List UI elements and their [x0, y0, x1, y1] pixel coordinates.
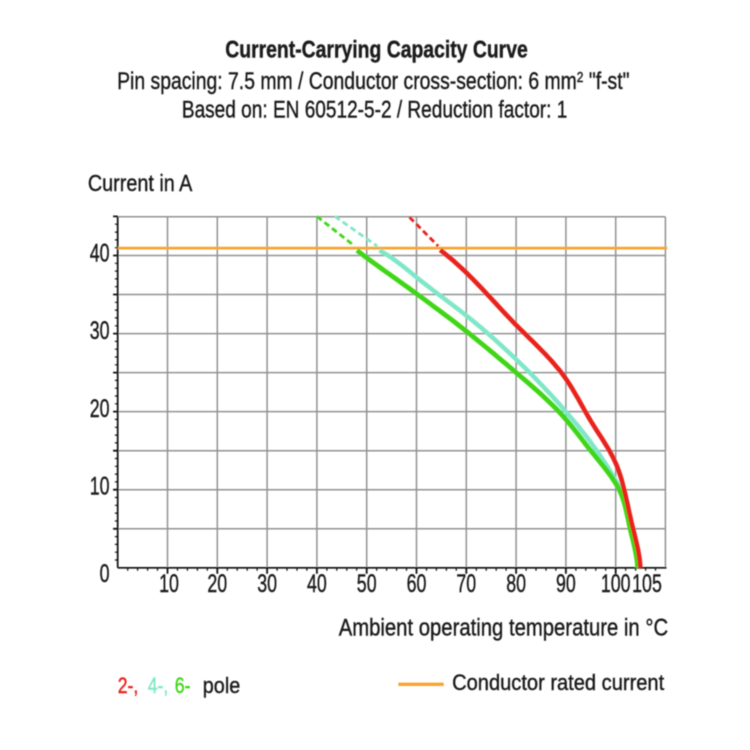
svg-text:100: 100 — [601, 570, 631, 598]
svg-text:6-: 6- — [175, 674, 191, 698]
svg-text:105: 105 — [632, 570, 662, 598]
svg-text:Based on: EN 60512-5-2 / Reduc: Based on: EN 60512-5-2 / Reduction facto… — [182, 95, 567, 123]
svg-text:20: 20 — [207, 570, 227, 598]
svg-text:60: 60 — [407, 570, 427, 598]
svg-text:10: 10 — [159, 570, 179, 598]
svg-text:30: 30 — [90, 317, 110, 345]
svg-text:Pin spacing: 7.5 mm / Conducto: Pin spacing: 7.5 mm / Conductor cross-se… — [117, 67, 629, 95]
svg-text:0: 0 — [100, 560, 110, 588]
svg-text:4-,: 4-, — [148, 674, 169, 698]
svg-text:50: 50 — [357, 570, 377, 598]
svg-text:70: 70 — [456, 570, 476, 598]
svg-text:40: 40 — [90, 239, 110, 267]
svg-text:2-,: 2-, — [118, 674, 139, 698]
svg-text:40: 40 — [307, 570, 327, 598]
svg-text:30: 30 — [257, 570, 277, 598]
svg-text:80: 80 — [506, 570, 526, 598]
svg-text:Current in A: Current in A — [88, 170, 193, 197]
svg-text:pole: pole — [203, 674, 240, 698]
svg-text:90: 90 — [556, 570, 576, 598]
svg-text:20: 20 — [90, 395, 110, 423]
svg-text:Conductor rated current: Conductor rated current — [452, 670, 664, 695]
svg-text:Ambient operating temperature: Ambient operating temperature in °C — [339, 614, 668, 641]
svg-text:Current-Carrying Capacity Curv: Current-Carrying Capacity Curve — [225, 35, 527, 63]
svg-text:10: 10 — [90, 473, 110, 501]
